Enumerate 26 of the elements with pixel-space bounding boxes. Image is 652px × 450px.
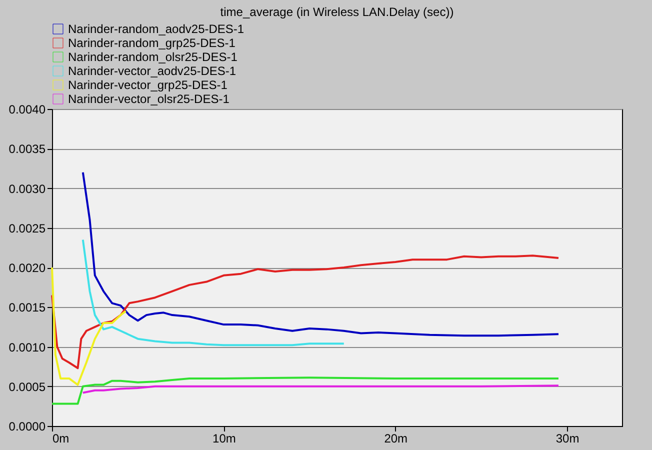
y-tick-label: 0.0000 (8, 420, 46, 434)
chart-title: time_average (in Wireless LAN.Delay (sec)) (220, 5, 454, 19)
y-tick-label: 0.0020 (8, 261, 46, 275)
y-tick-label: 0.0010 (8, 340, 46, 354)
y-tick-label: 0.0030 (8, 182, 46, 196)
x-tick-label: 0m (52, 432, 70, 446)
y-tick-label: 0.0015 (8, 300, 46, 315)
legend-label: Narinder-vector_olsr25-DES-1 (68, 92, 230, 106)
legend-label: Narinder-random_olsr25-DES-1 (68, 50, 238, 64)
x-tick-label: 30m (556, 432, 580, 446)
legend-label: Narinder-vector_aodv25-DES-1 (68, 64, 236, 78)
line-series (51, 254, 560, 370)
legend-label: Narinder-random_grp25-DES-1 (68, 36, 236, 50)
line-series (82, 238, 345, 346)
legend-label: Narinder-vector_grp25-DES-1 (68, 78, 228, 92)
y-tick-label: 0.0005 (8, 380, 46, 394)
line-series (51, 376, 560, 405)
legend-label: Narinder-random_aodv25-DES-1 (68, 22, 244, 36)
y-tick-label: 0.0025 (8, 221, 46, 236)
x-tick-label: 20m (384, 432, 408, 446)
line-series (82, 384, 560, 394)
line-series (51, 266, 127, 386)
line-series (82, 171, 560, 337)
y-tick-label: 0.0040 (8, 102, 46, 116)
y-tick-label: 0.0035 (8, 142, 46, 156)
x-tick-label: 10m (212, 432, 236, 446)
